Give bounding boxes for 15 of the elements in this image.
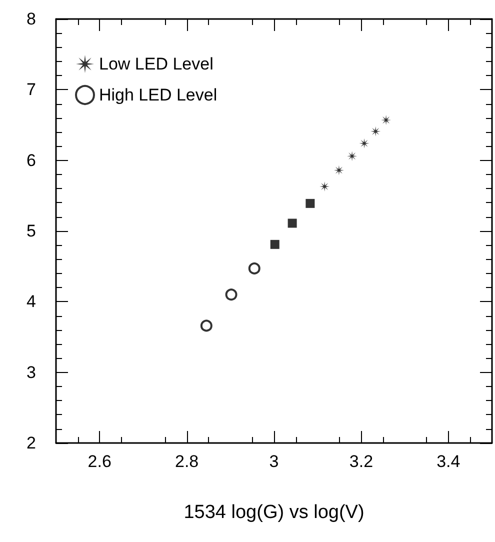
y-tick-label: 6	[26, 150, 36, 170]
y-tick-label: 8	[26, 10, 36, 28]
x-tick-label: 3.4	[436, 452, 460, 471]
x-tick-label: 3.2	[349, 452, 374, 471]
legend-label: High LED Level	[99, 86, 218, 104]
x-axis-title: 1534 log(G) vs log(V)	[184, 502, 364, 523]
legend-label: Low LED Level	[99, 54, 214, 74]
y-tick-label: 4	[26, 292, 36, 312]
x-tick-label: 2.8	[174, 452, 199, 471]
x-tick-label: 2.6	[88, 452, 112, 471]
y-tick-label: 5	[26, 222, 36, 240]
y-tick-label: 3	[26, 362, 36, 382]
y-tick-label: 7	[26, 80, 36, 100]
y-tick-label: 2	[26, 434, 36, 452]
x-tick-label: 3	[269, 452, 279, 471]
